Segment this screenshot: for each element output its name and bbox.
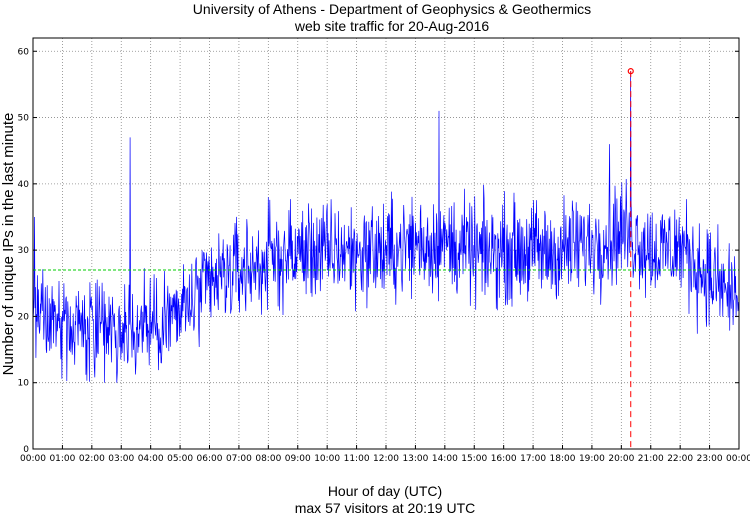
x-tick-label: 15:00: [461, 454, 487, 464]
y-tick-label: 30: [18, 246, 30, 256]
y-tick-label: 0: [23, 445, 29, 455]
x-tick-label: 20:00: [608, 454, 634, 464]
chart-title: University of Athens - Department of Geo…: [193, 1, 591, 17]
x-axis-label: Hour of day (UTC): [328, 483, 442, 499]
y-tick-label: 10: [18, 379, 30, 389]
y-axis-label: Number of unique IPs in the last minute: [0, 113, 17, 376]
max-marker-point: [627, 68, 634, 75]
x-tick-label: 11:00: [344, 454, 370, 464]
chart-subtitle: web site traffic for 20-Aug-2016: [294, 18, 490, 34]
y-tick-label: 50: [18, 114, 30, 124]
x-tick-label: 18:00: [550, 454, 576, 464]
x-tick-label: 16:00: [491, 454, 517, 464]
x-tick-label: 09:00: [285, 454, 311, 464]
x-tick-label: 06:00: [197, 454, 223, 464]
plot-frame: [32, 37, 740, 450]
x-tick-label: 14:00: [432, 454, 458, 464]
x-tick-label: 04:00: [138, 454, 164, 464]
x-tick-label: 00:00: [20, 454, 46, 464]
x-tick-label: 13:00: [402, 454, 428, 464]
x-tick-label: 23:00: [697, 454, 723, 464]
y-tick-label: 20: [18, 312, 30, 322]
max-marker-group: [627, 68, 634, 449]
x-tick-label: 21:00: [638, 454, 664, 464]
x-tick-label: 08:00: [255, 454, 281, 464]
traffic-series: [32, 71, 739, 383]
traffic-line: [32, 71, 739, 383]
x-tick-label: 07:00: [226, 454, 252, 464]
x-tick-label: 03:00: [108, 454, 134, 464]
y-tick-label: 60: [18, 47, 30, 57]
x-tick-label: 12:00: [373, 454, 399, 464]
max-summary: max 57 visitors at 20:19 UTC: [295, 500, 476, 515]
x-axis-ticks: 00:00 01:00 02:00 03:00 04:00 05:00 06:00 07:00…: [20, 445, 750, 464]
x-tick-label: 10:00: [314, 454, 340, 464]
y-tick-label: 40: [18, 180, 30, 190]
x-tick-label: 02:00: [79, 454, 105, 464]
x-tick-label: 05:00: [167, 454, 193, 464]
grid: [33, 38, 739, 449]
y-axis-ticks: 0 10 20 30 40 50 60: [18, 47, 739, 455]
x-tick-label: 22:00: [667, 454, 693, 464]
x-tick-label: 00:00: [726, 454, 750, 464]
x-tick-label: 17:00: [520, 454, 546, 464]
x-tick-label: 01:00: [49, 454, 75, 464]
x-tick-label: 19:00: [579, 454, 605, 464]
